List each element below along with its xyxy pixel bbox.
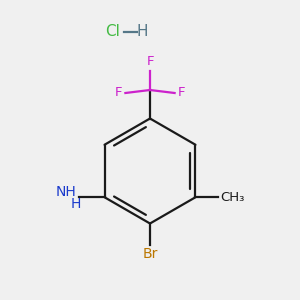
Text: Br: Br xyxy=(142,247,158,261)
Text: NH: NH xyxy=(56,185,76,199)
Text: Cl: Cl xyxy=(105,24,120,39)
Text: F: F xyxy=(146,55,154,68)
Text: CH₃: CH₃ xyxy=(220,191,245,204)
Text: F: F xyxy=(178,86,185,99)
Text: F: F xyxy=(115,86,122,99)
Text: H: H xyxy=(70,197,80,211)
Text: H: H xyxy=(137,24,148,39)
